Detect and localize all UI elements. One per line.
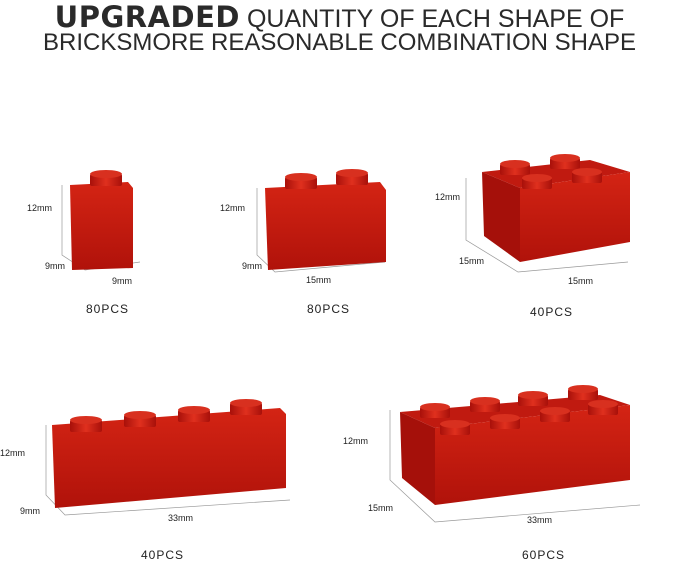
quantity-label: 40PCS xyxy=(141,548,185,561)
quantity-label: 80PCS xyxy=(307,302,351,316)
depth-label: 9mm xyxy=(45,261,65,271)
brick-1x4 xyxy=(52,399,286,508)
width-label: 15mm xyxy=(306,275,332,285)
height-label: 12mm xyxy=(27,203,53,213)
headline-line-2: BRICKSMORE REASONABLE COMBINATION SHAPE xyxy=(42,29,636,56)
depth-label: 9mm xyxy=(242,261,262,271)
brick-2x2 xyxy=(482,154,630,262)
brick-1x1 xyxy=(70,170,133,270)
quantity-label: 60PCS xyxy=(522,548,566,561)
width-label: 33mm xyxy=(527,515,553,525)
brick-1x2 xyxy=(265,169,386,270)
quantity-label: 80PCS xyxy=(86,302,130,316)
width-label: 9mm xyxy=(112,276,132,286)
height-label: 12mm xyxy=(343,436,369,446)
depth-label: 9mm xyxy=(20,506,40,516)
width-label: 33mm xyxy=(168,513,194,523)
brick-2x4 xyxy=(400,385,630,505)
headline-bold: UPGRADED xyxy=(54,0,240,34)
headline-line-1: UPGRADED QUANTITY OF EACH SHAPE OF xyxy=(0,0,679,34)
height-label: 12mm xyxy=(220,203,246,213)
quantity-label: 40PCS xyxy=(530,305,574,319)
depth-label: 15mm xyxy=(368,503,394,513)
width-label: 15mm xyxy=(568,276,594,286)
height-label: 12mm xyxy=(435,192,461,202)
depth-label: 15mm xyxy=(459,256,485,266)
headline-rest: QUANTITY OF EACH SHAPE OF xyxy=(240,5,625,33)
height-label: 12mm xyxy=(0,448,26,458)
